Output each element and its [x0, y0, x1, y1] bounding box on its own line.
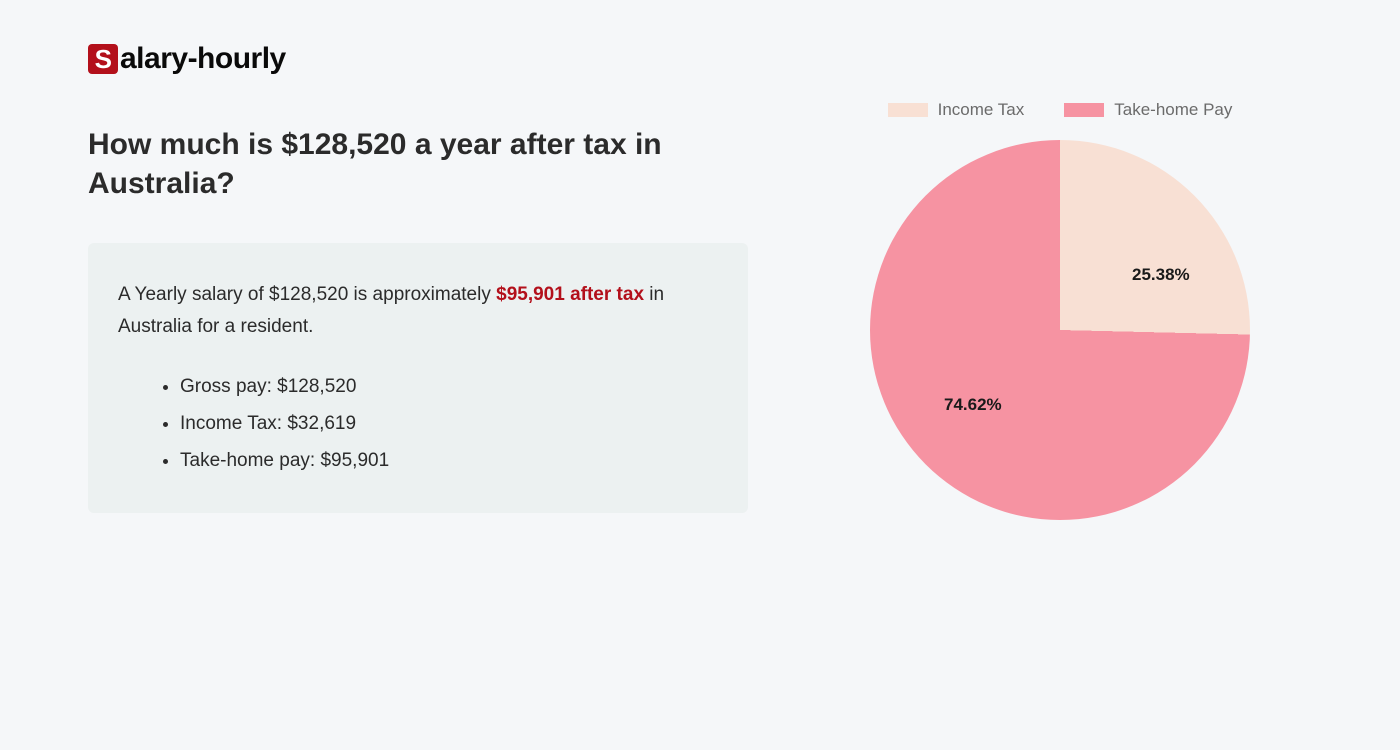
- legend-item-take-home: Take-home Pay: [1064, 100, 1232, 120]
- legend-swatch: [888, 103, 928, 117]
- list-item: Gross pay: $128,520: [180, 368, 718, 405]
- chart-legend: Income Tax Take-home Pay: [888, 100, 1233, 120]
- legend-item-income-tax: Income Tax: [888, 100, 1025, 120]
- list-item: Income Tax: $32,619: [180, 405, 718, 442]
- summary-prefix: A Yearly salary of $128,520 is approxima…: [118, 284, 496, 305]
- pie-chart: [870, 140, 1250, 520]
- pie-wrap: 25.38% 74.62%: [870, 140, 1250, 520]
- brand-logo: Salary-hourly: [88, 42, 286, 76]
- pie-slice-label-income-tax: 25.38%: [1132, 265, 1190, 285]
- pie-chart-region: Income Tax Take-home Pay 25.38% 74.62%: [850, 100, 1270, 520]
- list-item: Take-home pay: $95,901: [180, 442, 718, 479]
- logo-text: alary-hourly: [120, 42, 286, 76]
- summary-highlight: $95,901 after tax: [496, 284, 644, 305]
- content-column: How much is $128,520 a year after tax in…: [88, 125, 748, 513]
- breakdown-list: Gross pay: $128,520 Income Tax: $32,619 …: [118, 368, 718, 479]
- legend-label: Take-home Pay: [1114, 100, 1232, 120]
- pie-slice-label-take-home: 74.62%: [944, 395, 1002, 415]
- legend-swatch: [1064, 103, 1104, 117]
- summary-box: A Yearly salary of $128,520 is approxima…: [88, 243, 748, 513]
- legend-label: Income Tax: [938, 100, 1025, 120]
- summary-text: A Yearly salary of $128,520 is approxima…: [118, 279, 718, 344]
- page-title: How much is $128,520 a year after tax in…: [88, 125, 748, 203]
- logo-badge: S: [88, 44, 118, 74]
